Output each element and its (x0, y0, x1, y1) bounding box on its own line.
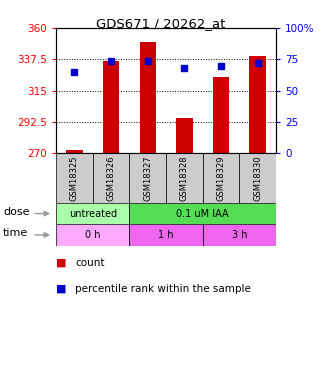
Text: 1 h: 1 h (158, 230, 174, 240)
Text: GSM18325: GSM18325 (70, 155, 79, 201)
Text: GSM18330: GSM18330 (253, 155, 262, 201)
Bar (176, 118, 193, 153)
Text: time: time (3, 228, 29, 238)
FancyBboxPatch shape (93, 153, 129, 203)
Text: GSM18329: GSM18329 (217, 155, 226, 201)
FancyBboxPatch shape (203, 153, 239, 203)
Text: ■: ■ (56, 284, 67, 294)
Text: 3 h: 3 h (232, 230, 247, 240)
Text: count: count (75, 258, 105, 267)
FancyBboxPatch shape (56, 153, 93, 203)
Bar (66, 150, 83, 153)
Text: GSM18327: GSM18327 (143, 155, 152, 201)
Text: 0.1 uM IAA: 0.1 uM IAA (177, 209, 229, 219)
FancyBboxPatch shape (203, 224, 276, 246)
FancyBboxPatch shape (56, 224, 129, 246)
Text: ■: ■ (56, 258, 67, 267)
FancyBboxPatch shape (56, 203, 129, 224)
Text: GDS671 / 20262_at: GDS671 / 20262_at (96, 17, 225, 30)
Text: percentile rank within the sample: percentile rank within the sample (75, 284, 251, 294)
Text: dose: dose (3, 207, 30, 217)
Bar (249, 56, 266, 153)
Bar (140, 42, 156, 153)
Text: 0 h: 0 h (85, 230, 100, 240)
FancyBboxPatch shape (239, 153, 276, 203)
FancyBboxPatch shape (129, 203, 276, 224)
FancyBboxPatch shape (129, 224, 203, 246)
Text: GSM18328: GSM18328 (180, 155, 189, 201)
Bar (213, 76, 229, 153)
FancyBboxPatch shape (166, 153, 203, 203)
Text: GSM18326: GSM18326 (107, 155, 116, 201)
FancyBboxPatch shape (129, 153, 166, 203)
Bar (103, 62, 119, 153)
Text: untreated: untreated (69, 209, 117, 219)
